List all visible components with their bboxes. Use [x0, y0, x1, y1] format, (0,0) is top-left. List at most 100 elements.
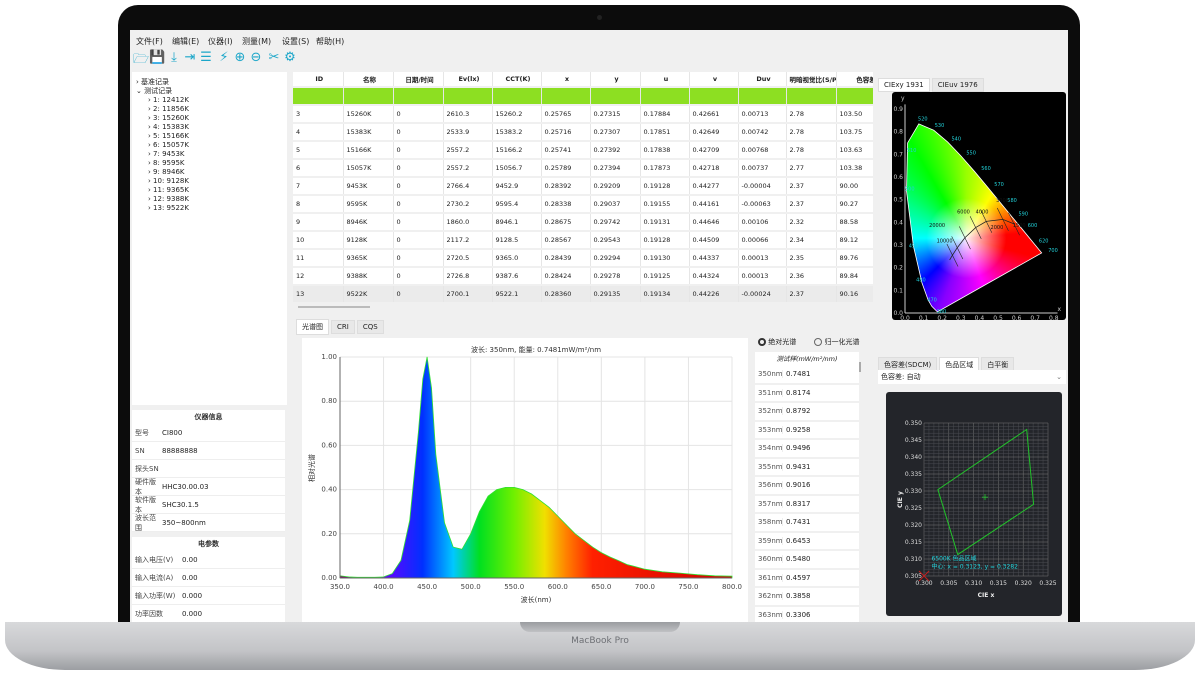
table-row[interactable]: 12 9388K 0 2726.8 9387.6 0.28424 0.29278 0.1912…	[293, 267, 873, 286]
list-item[interactable]: 363nm 0.3306	[755, 606, 859, 622]
list-item[interactable]: 360nm 0.5480	[755, 551, 859, 570]
probe-icon[interactable]: ⚡	[219, 50, 229, 65]
save-icon[interactable]: 💾	[149, 50, 166, 65]
table-row[interactable]: 8 9595K 0 2730.2 9595.4 0.28338 0.29037 0.19155…	[293, 195, 873, 214]
list-item[interactable]: 350nm 0.7481	[755, 366, 859, 385]
download-icon[interactable]: ⤓	[171, 50, 177, 65]
tree-item[interactable]: › 9: 8946K	[136, 168, 287, 177]
tree-item[interactable]: › 5: 15166K	[136, 132, 287, 141]
table-row[interactable]: 3 15260K 0 2610.3 15260.2 0.25765 0.27315 0.178…	[293, 105, 873, 124]
column-header[interactable]: x	[541, 72, 591, 88]
table-cell	[541, 87, 591, 106]
menu-item[interactable]: 仪器(I)	[208, 37, 233, 46]
table-horizontal-scrollbar[interactable]	[298, 306, 370, 308]
record-tree[interactable]: › 基准记录 ⌄ 测试记录 › 1: 12412K › 2: 11856K › 3: 1…	[132, 72, 287, 405]
column-header[interactable]: y	[590, 72, 641, 88]
list-item[interactable]: 358nm 0.7431	[755, 514, 859, 533]
column-header[interactable]: 色容差	[836, 72, 873, 88]
menu-item[interactable]: 编辑(E)	[172, 37, 200, 46]
table-row-highlight[interactable]	[293, 87, 873, 106]
list-item[interactable]: 357nm 0.8317	[755, 495, 859, 514]
table-cell: 103.75	[836, 123, 873, 142]
table-cell: 2557.2	[443, 141, 493, 160]
data-point	[531, 493, 532, 495]
table-row[interactable]: 13 9522K 0 2700.1 9522.1 0.28360 0.29135 0.1913…	[293, 285, 873, 304]
single-measure-icon[interactable]: ⊖	[250, 50, 262, 65]
column-header[interactable]: u	[640, 72, 690, 88]
tree-item[interactable]: › 10: 9128K	[136, 177, 287, 186]
tab[interactable]: CIExy 1931	[878, 78, 930, 92]
tab[interactable]: CQS	[356, 320, 384, 334]
clear-list-icon[interactable]: ☰	[200, 50, 212, 65]
table-cell: 0	[393, 267, 444, 286]
list-item[interactable]: 356nm 0.9016	[755, 477, 859, 496]
column-header[interactable]: 名称	[343, 72, 394, 88]
column-header[interactable]: 日期/时间	[393, 72, 444, 88]
list-item[interactable]: 355nm 0.9431	[755, 458, 859, 477]
table-row[interactable]: 7 9453K 0 2766.4 9452.9 0.28392 0.29209 0.19128…	[293, 177, 873, 196]
chart-title: 波长: 350nm, 能量: 0.7481mW/m²/nm	[471, 345, 601, 354]
tab[interactable]: 光谱图	[296, 319, 329, 335]
tree-item-label: 4: 15383K	[153, 123, 189, 131]
tree-item[interactable]: › 8: 9595K	[136, 159, 287, 168]
tree-item[interactable]: › 13: 9522K	[136, 204, 287, 213]
menu-item[interactable]: 文件(F)	[136, 37, 163, 46]
spectrum-tabs: 光谱图 CRI CQS	[296, 314, 386, 335]
tree-item[interactable]: › 1: 12412K	[136, 96, 287, 105]
column-header[interactable]: CCT(K)	[492, 72, 542, 88]
value: 0.5480	[786, 555, 811, 564]
dark-calibrate-icon[interactable]: ⊕	[234, 50, 246, 65]
table-row[interactable]: 5 15166K 0 2557.2 15166.2 0.25741 0.27392 0.178…	[293, 141, 873, 160]
tree-item[interactable]: › 3: 15260K	[136, 114, 287, 123]
table-row[interactable]: 6 15057K 0 2557.2 15056.7 0.25789 0.27394 0.178…	[293, 159, 873, 178]
tree-item[interactable]: › 11: 9365K	[136, 186, 287, 195]
tree-item[interactable]: › 6: 15057K	[136, 141, 287, 150]
list-item[interactable]: 353nm 0.9258	[755, 421, 859, 440]
column-header[interactable]: v	[689, 72, 739, 88]
radio-normalized[interactable]: 归一化光谱	[814, 337, 859, 347]
table-cell: 0.29294	[590, 249, 641, 268]
results-table[interactable]: ID 名称 日期/时间 Ev(lx) CCT(K) x y u v Duv 明暗视觉比(S/P) 色容…	[293, 72, 873, 304]
value: 0.8317	[786, 499, 811, 508]
table-cell: 2766.4	[443, 177, 493, 196]
menu-item[interactable]: 设置(S)	[282, 37, 310, 46]
list-scrollbar[interactable]	[859, 362, 861, 372]
radio-absolute[interactable]: 绝对光谱	[758, 337, 796, 347]
cie-color-fill	[906, 123, 1042, 312]
column-header[interactable]: Ev(lx)	[443, 72, 493, 88]
column-header[interactable]: 明暗视觉比(S/P)	[786, 72, 837, 88]
list-item[interactable]: 359nm 0.6453	[755, 532, 859, 551]
settings-gear-icon[interactable]: ⚙	[284, 50, 296, 65]
folder-open-icon[interactable]: 🗁	[133, 52, 150, 67]
table-row[interactable]: 4 15383K 0 2533.9 15383.2 0.25716 0.27307 0.178…	[293, 123, 873, 142]
tree-item[interactable]: › 4: 15383K	[136, 123, 287, 132]
list-item[interactable]: 361nm 0.4597	[755, 569, 859, 588]
table-row[interactable]: 11 9365K 0 2720.5 9365.0 0.28439 0.29294 0.1913…	[293, 249, 873, 268]
tree-item[interactable]: › 7: 9453K	[136, 150, 287, 159]
table-row[interactable]: 10 9128K 0 2117.2 9128.5 0.28567 0.29543 0.1912…	[293, 231, 873, 250]
data-point	[522, 489, 524, 490]
table-row[interactable]: 9 8946K 0 1860.0 8946.1 0.28675 0.29742 0.19131…	[293, 213, 873, 232]
menu-item[interactable]: 帮助(H)	[316, 37, 345, 46]
list-item[interactable]: 351nm 0.8174	[755, 384, 859, 403]
data-point	[679, 572, 681, 574]
disconnect-icon[interactable]: ✂	[268, 50, 280, 65]
tab[interactable]: CRI	[331, 320, 355, 334]
list-item[interactable]: 362nm 0.3858	[755, 588, 859, 607]
table-cell: 0.28439	[541, 249, 591, 268]
column-header[interactable]: ID	[293, 72, 344, 88]
x-tick-label: 0.320	[1015, 580, 1032, 587]
table-cell: 0.27392	[590, 141, 641, 160]
tree-item[interactable]: › 12: 9388K	[136, 195, 287, 204]
list-item[interactable]: 354nm 0.9496	[755, 440, 859, 459]
spectrum-value-list[interactable]: 测试样(mW/m²/nm) 350nm 0.7481 351nm 0.8174 352n…	[755, 352, 859, 622]
export-icon[interactable]: ⇥	[184, 50, 196, 65]
column-header[interactable]: Duv	[738, 72, 787, 88]
tree-item[interactable]: › 2: 11856K	[136, 105, 287, 114]
tolerance-select[interactable]: 色容差: 自动 ⌄	[878, 370, 1066, 384]
tree-node-baseline[interactable]: › 基准记录	[136, 78, 287, 87]
tab[interactable]: CIEuv 1976	[931, 78, 984, 92]
list-item[interactable]: 352nm 0.8792	[755, 403, 859, 422]
menu-item[interactable]: 测量(M)	[242, 37, 272, 46]
tree-node-tests[interactable]: ⌄ 测试记录	[136, 87, 287, 96]
